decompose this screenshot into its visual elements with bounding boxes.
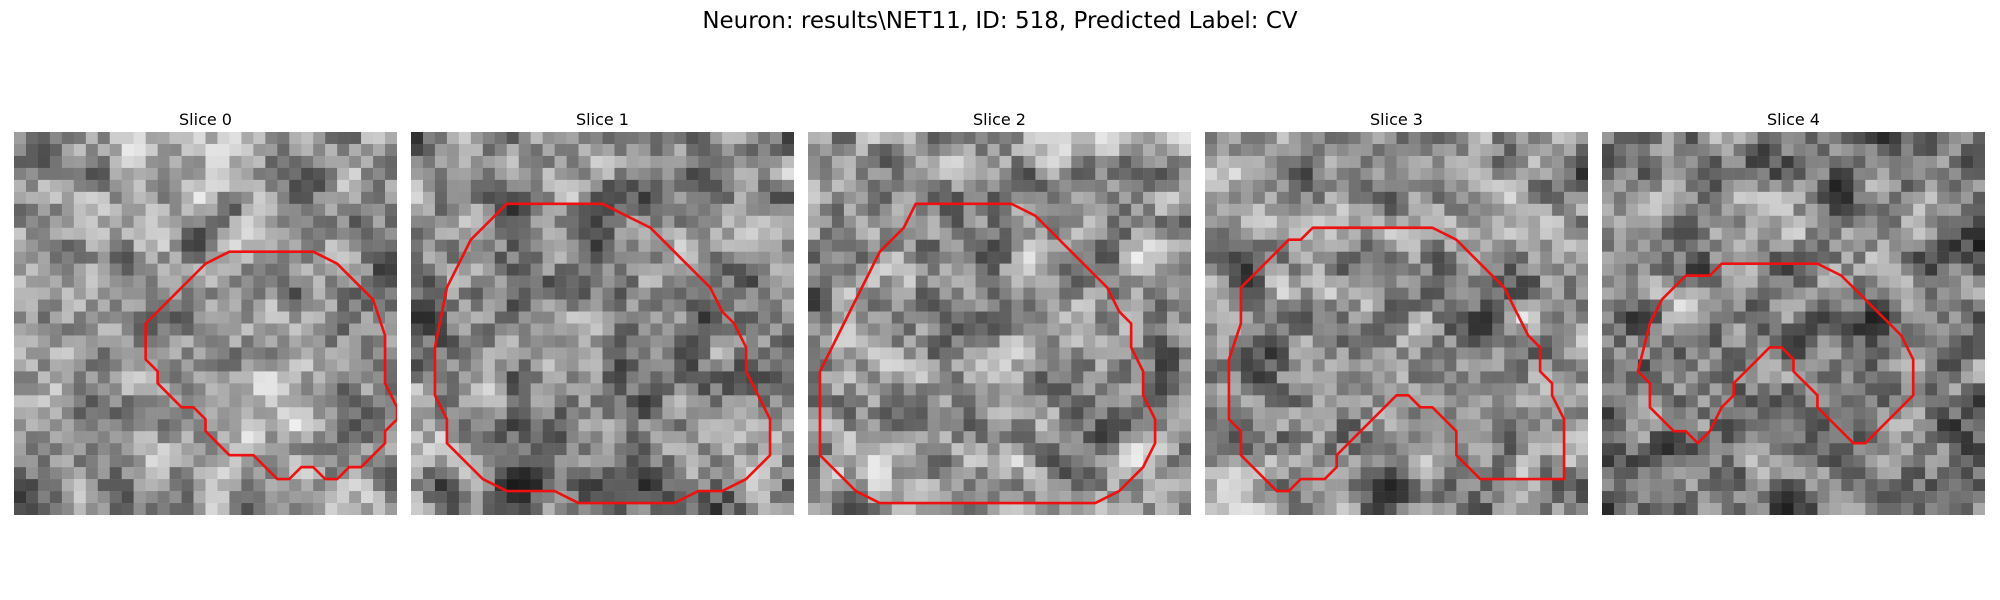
- panel-slice-0: Slice 0: [14, 108, 397, 515]
- pixel-grid: [411, 132, 794, 515]
- neuron-contour: [818, 202, 1157, 505]
- pixel-grid: [1602, 132, 1985, 515]
- panel-slice-1: Slice 1: [411, 108, 794, 515]
- slice-image: [14, 132, 397, 515]
- panel-slice-4: Slice 4: [1602, 108, 1985, 515]
- pixel-grid: [1205, 132, 1588, 515]
- panel-slice-2: Slice 2: [808, 108, 1191, 515]
- panel-title: Slice 0: [179, 110, 232, 129]
- panel-slice-3: Slice 3: [1205, 108, 1588, 515]
- panel-title: Slice 2: [973, 110, 1026, 129]
- neuron-contour: [1636, 262, 1915, 445]
- figure-title: Neuron: results\NET11, ID: 518, Predicte…: [702, 8, 1298, 34]
- panel-title: Slice 1: [576, 110, 629, 129]
- slice-image: [411, 132, 794, 515]
- slice-image: [808, 132, 1191, 515]
- pixel-grid: [808, 132, 1191, 515]
- neuron-contour: [433, 202, 772, 505]
- neuron-contour: [144, 250, 397, 481]
- pixel-grid: [14, 132, 397, 515]
- slice-image: [1602, 132, 1985, 515]
- neuron-contour: [1227, 226, 1566, 493]
- slice-image: [1205, 132, 1588, 515]
- panel-title: Slice 4: [1767, 110, 1820, 129]
- panel-title: Slice 3: [1370, 110, 1423, 129]
